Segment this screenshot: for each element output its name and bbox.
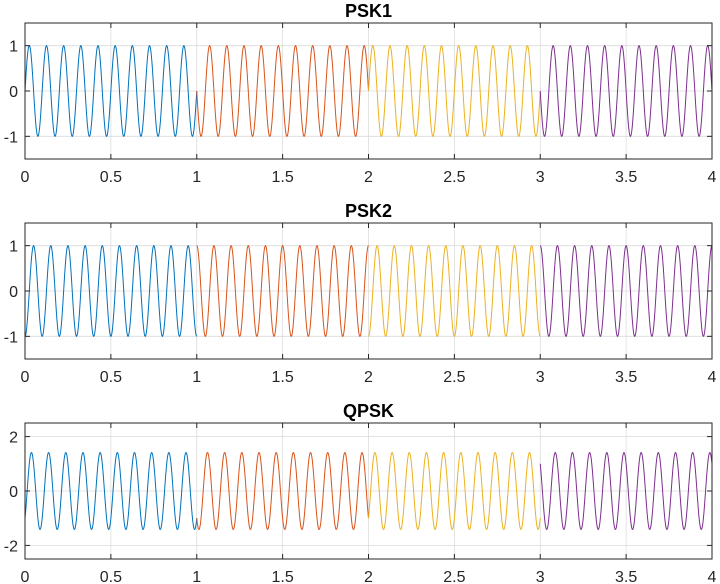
x-tick-label: 1.5: [272, 569, 294, 584]
series-line-1: [24, 452, 198, 530]
x-tick-label: 2: [364, 569, 373, 584]
x-tick-label: 3.5: [615, 569, 637, 584]
x-tick-label: 3: [536, 169, 545, 186]
x-tick-label: 1.5: [272, 369, 294, 386]
series-line-2: [196, 45, 369, 137]
chart-title: PSK1: [345, 1, 392, 21]
x-tick-label: 4: [708, 569, 717, 584]
x-tick-label: 2: [364, 169, 373, 186]
x-tick-label: 0: [21, 569, 30, 584]
subplot-1: 0 0.5 1 1.5 2 2.5 3 3.5 4 -1 0 1 PSK1: [4, 1, 717, 186]
chart-title: PSK2: [345, 201, 392, 221]
y-tick-label: -1: [4, 329, 18, 346]
series-line-1: [24, 245, 198, 337]
series-line-1: [24, 45, 198, 137]
x-tick-label: 1.5: [272, 169, 294, 186]
x-tick-label: 2: [364, 369, 373, 386]
y-tick-label: -2: [4, 538, 18, 555]
x-tick-label: 0: [21, 169, 30, 186]
series-line-4: [539, 245, 713, 337]
series-line-2: [196, 245, 369, 337]
x-tick-label: 3.5: [615, 369, 637, 386]
x-tick-label: 0.5: [100, 569, 122, 584]
x-tick-label: 2.5: [443, 369, 465, 386]
x-tick-label: 0.5: [100, 169, 122, 186]
x-tick-label: 4: [708, 169, 717, 186]
y-tick-label: -1: [4, 129, 18, 146]
x-tick-label: 4: [708, 369, 717, 386]
x-tick-label: 1: [192, 369, 201, 386]
x-tick-label: 0.5: [100, 369, 122, 386]
y-tick-label: 1: [9, 239, 18, 256]
y-tick-label: 0: [9, 284, 18, 301]
x-tick-label: 3.5: [615, 169, 637, 186]
x-tick-label: 1: [192, 569, 201, 584]
series-line-4: [539, 45, 713, 137]
chart-title: QPSK: [343, 401, 394, 421]
x-tick-label: 3: [536, 369, 545, 386]
y-tick-label: 2: [9, 430, 18, 447]
series-line-2: [196, 452, 369, 530]
series-line-3: [368, 45, 541, 137]
x-tick-label: 0: [21, 369, 30, 386]
y-tick-label: 0: [9, 484, 18, 501]
series-line-4: [539, 452, 713, 530]
x-tick-label: 3: [536, 569, 545, 584]
series-line-3: [368, 245, 541, 337]
y-tick-label: 0: [9, 84, 18, 101]
x-tick-label: 2.5: [443, 569, 465, 584]
x-tick-label: 1: [192, 169, 201, 186]
series-line-3: [368, 452, 541, 530]
y-tick-label: 1: [9, 39, 18, 56]
x-tick-label: 2.5: [443, 169, 465, 186]
subplot-2: 0 0.5 1 1.5 2 2.5 3 3.5 4 -1 0 1 PSK2: [4, 201, 717, 386]
